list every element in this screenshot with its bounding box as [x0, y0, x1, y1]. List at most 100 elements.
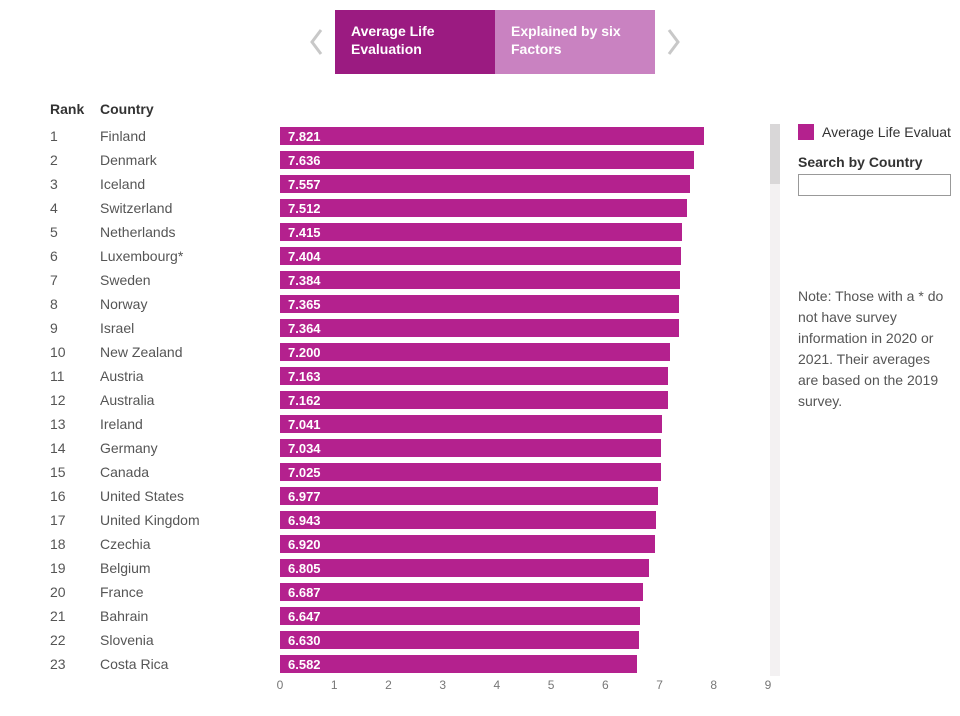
- bar-row: 6.805: [280, 556, 780, 580]
- search-input[interactable]: [798, 174, 951, 196]
- tab-explained-by-six-factors[interactable]: Explained by six Factors: [495, 10, 655, 74]
- bar-value-label: 7.163: [288, 367, 321, 385]
- bar-value-label: 7.365: [288, 295, 321, 313]
- bar-value-label: 7.041: [288, 415, 321, 433]
- bar-row: 7.162: [280, 388, 780, 412]
- bar-value-label: 7.034: [288, 439, 321, 457]
- bar-value-label: 6.647: [288, 607, 321, 625]
- country-cell: Sweden: [100, 268, 280, 292]
- bar-value-label: 7.415: [288, 223, 321, 241]
- bar: 7.200: [280, 343, 670, 361]
- country-cell: Denmark: [100, 148, 280, 172]
- bar-value-label: 7.025: [288, 463, 321, 481]
- country-cell: Germany: [100, 436, 280, 460]
- rank-cell: 2: [50, 148, 100, 172]
- x-axis-tick: 6: [602, 678, 609, 692]
- rank-column: Rank 12345678910111213141516171819202122…: [50, 102, 100, 676]
- legend-label: Average Life Evaluat: [822, 124, 951, 140]
- rank-cell: 18: [50, 532, 100, 556]
- page-container: Average Life Evaluation Explained by six…: [0, 0, 960, 716]
- x-axis-tick: 0: [277, 678, 284, 692]
- bar: 6.687: [280, 583, 643, 601]
- rank-cell: 7: [50, 268, 100, 292]
- bar-row: 7.034: [280, 436, 780, 460]
- x-axis-tick: 3: [439, 678, 446, 692]
- rank-cell: 19: [50, 556, 100, 580]
- bar: 7.821: [280, 127, 704, 145]
- rank-cell: 8: [50, 292, 100, 316]
- chart-column: 7.821 7.636 7.557 7.512 7.415 7.404 7.384 7.365…: [280, 102, 780, 698]
- bar: 7.415: [280, 223, 682, 241]
- rank-cell: 23: [50, 652, 100, 676]
- country-cell: United Kingdom: [100, 508, 280, 532]
- x-axis-tick: 7: [656, 678, 663, 692]
- country-cell: Costa Rica: [100, 652, 280, 676]
- country-cell: Canada: [100, 460, 280, 484]
- tab-average-life-evaluation[interactable]: Average Life Evaluation: [335, 10, 495, 74]
- scrollbar-thumb[interactable]: [770, 124, 780, 184]
- bar: 6.943: [280, 511, 656, 529]
- bar: 7.364: [280, 319, 679, 337]
- bar: 7.512: [280, 199, 687, 217]
- x-axis-tick: 5: [548, 678, 555, 692]
- country-cell: Netherlands: [100, 220, 280, 244]
- country-cell: France: [100, 580, 280, 604]
- x-axis-tick: 2: [385, 678, 392, 692]
- legend-swatch: [798, 124, 814, 140]
- next-arrow-button[interactable]: [655, 10, 691, 74]
- bar: 7.162: [280, 391, 668, 409]
- bar: 6.582: [280, 655, 637, 673]
- rank-cell: 20: [50, 580, 100, 604]
- x-axis-tick: 1: [331, 678, 338, 692]
- chart-area: 7.821 7.636 7.557 7.512 7.415 7.404 7.384 7.365…: [280, 102, 780, 698]
- rank-cell: 14: [50, 436, 100, 460]
- country-cell: United States: [100, 484, 280, 508]
- bar-value-label: 7.364: [288, 319, 321, 337]
- bar: 7.365: [280, 295, 679, 313]
- sidebar: Average Life Evaluat Search by Country N…: [780, 102, 951, 412]
- rank-header: Rank: [50, 102, 100, 124]
- bar-value-label: 7.821: [288, 127, 321, 145]
- rank-cell: 1: [50, 124, 100, 148]
- bar-value-label: 6.630: [288, 631, 321, 649]
- bar: 7.384: [280, 271, 680, 289]
- rank-cell: 17: [50, 508, 100, 532]
- bar-row: 7.364: [280, 316, 780, 340]
- rank-cell: 10: [50, 340, 100, 364]
- rank-cell: 16: [50, 484, 100, 508]
- rank-cell: 9: [50, 316, 100, 340]
- bar: 7.034: [280, 439, 661, 457]
- tab-label: Average Life Evaluation: [351, 22, 479, 58]
- bar: 7.636: [280, 151, 694, 169]
- country-cell: Australia: [100, 388, 280, 412]
- country-column: Country FinlandDenmarkIcelandSwitzerland…: [100, 102, 280, 676]
- main-area: Rank 12345678910111213141516171819202122…: [50, 102, 940, 698]
- country-cell: Luxembourg*: [100, 244, 280, 268]
- bar-value-label: 6.977: [288, 487, 321, 505]
- bar: 6.805: [280, 559, 649, 577]
- bar: 7.404: [280, 247, 681, 265]
- country-cell: Iceland: [100, 172, 280, 196]
- country-cell: New Zealand: [100, 340, 280, 364]
- bar-row: 7.025: [280, 460, 780, 484]
- bar: 7.557: [280, 175, 690, 193]
- bar-row: 6.647: [280, 604, 780, 628]
- country-cell: Ireland: [100, 412, 280, 436]
- footnote: Note: Those with a * do not have survey …: [798, 286, 951, 412]
- chevron-left-icon: [307, 26, 327, 58]
- tab-selector: Average Life Evaluation Explained by six…: [50, 10, 940, 74]
- country-cell: Bahrain: [100, 604, 280, 628]
- bar-row: 7.200: [280, 340, 780, 364]
- bar-row: 6.630: [280, 628, 780, 652]
- x-axis: 0123456789: [280, 678, 780, 698]
- country-cell: Belgium: [100, 556, 280, 580]
- scrollbar-track[interactable]: [770, 124, 780, 676]
- bar: 7.025: [280, 463, 661, 481]
- rank-cell: 22: [50, 628, 100, 652]
- country-cell: Switzerland: [100, 196, 280, 220]
- rank-cell: 6: [50, 244, 100, 268]
- rank-cell: 11: [50, 364, 100, 388]
- prev-arrow-button[interactable]: [299, 10, 335, 74]
- bar: 6.977: [280, 487, 658, 505]
- bar-value-label: 7.557: [288, 175, 321, 193]
